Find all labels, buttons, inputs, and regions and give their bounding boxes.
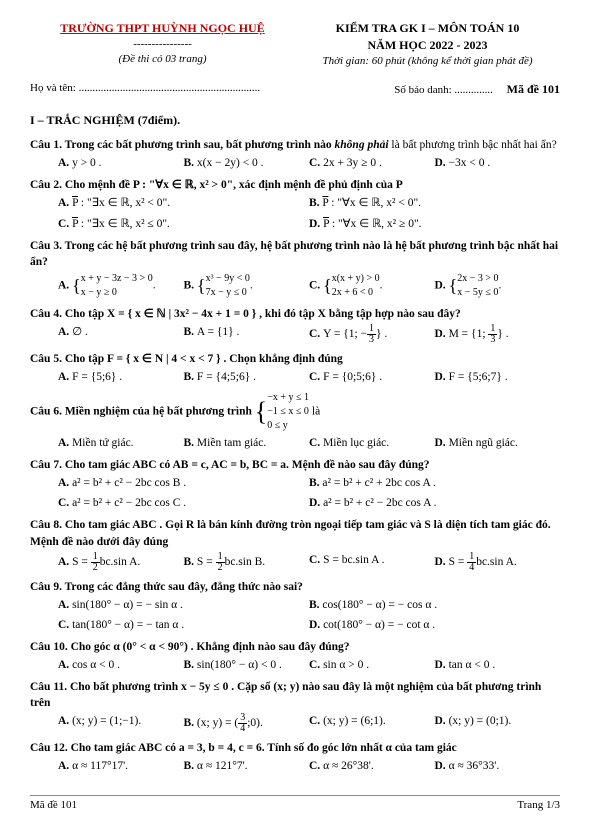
q3-c: C. {x(x + y) > 02x + 6 < 0. [309,272,435,300]
q11-d: D. (x; y) = (0;1). [435,713,561,734]
q10-d: D. tan α < 0 . [435,657,561,673]
q1-c: C. 2x + 3y ≥ 0 . [309,155,435,171]
q7-opts-row2: C. a² = b² + c² − 2bc cos C . D. a² = b²… [58,495,560,511]
q10-b: B. sin(180° − α) < 0 . [184,657,310,673]
header-right: KIỂM TRA GK I – MÔN TOÁN 10 NĂM HỌC 2022… [295,20,560,69]
q4-opts: A. ∅ . B. A = {1} . C. Y = {1; −13} . D.… [58,324,560,345]
q9-opts-row2: C. tan(180° − α) = − tan α . D. cot(180°… [58,617,560,633]
q6-d: D. Miền ngũ giác. [435,435,561,451]
q1-text2: là bất phương trình bậc nhất hai ẩn? [389,139,557,151]
q5-opts: A. F = {5;6} . B. F = {4;5;6} . C. F = {… [58,369,560,385]
q6-a: A. Miền tứ giác. [58,435,184,451]
question-10: Câu 10. Cho góc α (0° < α < 90°) . Khẳng… [30,639,560,655]
question-1: Câu 1. Trong các bất phương trình sau, b… [30,137,560,153]
q1-d: D. −3x < 0 . [435,155,561,171]
q2-b: B. P : "∀x ∈ ℝ, x² < 0". [309,195,560,211]
q2-c: C. P : "∃x ∈ ℝ, x² ≤ 0". [58,216,309,232]
q2-a: A. P : "∃x ∈ ℝ, x² < 0". [58,195,309,211]
q8-opts: A. S = 12bc.sin A. B. S = 12bc.sin B. C.… [58,552,560,573]
school-name: TRƯỜNG THPT HUỲNH NGỌC HUỆ [30,20,295,37]
q4-c: C. Y = {1; −13} . [309,324,435,345]
q1-b: B. x(x − 2y) < 0 . [184,155,310,171]
made: Mã đề 101 [507,82,560,96]
q7-a: A. a² = b² + c² − 2bc cos B . [58,475,309,491]
q1-opts: A. y > 0 . B. x(x − 2y) < 0 . C. 2x + 3y… [58,155,560,171]
q7-d: D. a² = b² + c² − 2bc cos A . [309,495,560,511]
q5-b: B. F = {4;5;6} . [184,369,310,385]
q8-b: B. S = 12bc.sin B. [184,552,310,573]
sbd: Số báo danh: .............. [394,84,493,96]
q8-a: A. S = 12bc.sin A. [58,552,184,573]
question-12: Câu 12. Cho tam giác ABC có a = 3, b = 4… [30,740,560,756]
exam-code-box: Số báo danh: .............. Mã đề 101 [394,81,560,98]
q6-b: B. Miền tam giác. [184,435,310,451]
q3-d: D. {2x − 3 > 0x − 5y ≤ 0. [435,272,561,300]
q1-label: Câu 1. Trong các bất phương trình sau, b… [30,139,335,151]
question-7: Câu 7. Cho tam giác ABC có AB = c, AC = … [30,457,560,473]
footer-right: Trang 1/3 [517,798,560,813]
question-11: Câu 11. Cho bất phương trình x − 5y ≤ 0 … [30,679,560,711]
q10-a: A. cos α < 0 . [58,657,184,673]
q3-b: B. {x³ − 9y < 07x − y ≤ 0. [184,272,310,300]
q12-b: B. α ≈ 121°7'. [184,758,310,774]
q9-opts-row1: A. sin(180° − α) = − sin α . B. cos(180°… [58,597,560,613]
q1-a: A. y > 0 . [58,155,184,171]
question-8: Câu 8. Cho tam giác ABC . Gọi R là bán k… [30,517,560,549]
q11-c: C. (x; y) = (6;1). [309,713,435,734]
q12-d: D. α ≈ 36°33'. [435,758,561,774]
q9-d: D. cot(180° − α) = − cot α . [309,617,560,633]
q3-opts: A. {x + y − 3z − 3 > 0x − y ≥ 0. B. {x³ … [58,272,560,300]
student-name: Họ và tên: .............................… [30,81,394,98]
q8-c: C. S = bc.sin A . [309,552,435,573]
q6-opts: A. Miền tứ giác. B. Miền tam giác. C. Mi… [58,435,560,451]
question-2: Câu 2. Cho mệnh đề P : "∀x ∈ ℝ, x² > 0",… [30,177,560,193]
q11-b: B. (x; y) = (34;0). [184,713,310,734]
question-5: Câu 5. Cho tập F = { x ∈ N | 4 < x < 7 }… [30,351,560,367]
q7-c: C. a² = b² + c² − 2bc cos C . [58,495,309,511]
q4-a: A. ∅ . [58,324,184,345]
q9-a: A. sin(180° − α) = − sin α . [58,597,309,613]
header: TRƯỜNG THPT HUỲNH NGỌC HUỆ -------------… [30,20,560,69]
q10-opts: A. cos α < 0 . B. sin(180° − α) < 0 . C.… [58,657,560,673]
q8-d: D. S = 14bc.sin A. [435,552,561,573]
pages-note: (Đề thi có 03 trang) [30,52,295,67]
q2-opts-row1: A. P : "∃x ∈ ℝ, x² < 0". B. P : "∀x ∈ ℝ,… [58,195,560,211]
q10-c: C. sin α > 0 . [309,657,435,673]
footer: Mã đề 101 Trang 1/3 [30,795,560,813]
q11-opts: A. (x; y) = (1;−1). B. (x; y) = (34;0). … [58,713,560,734]
q5-c: C. F = {0;5;6} . [309,369,435,385]
q3-a: A. {x + y − 3z − 3 > 0x − y ≥ 0. [58,272,184,300]
q7-opts-row1: A. a² = b² + c² − 2bc cos B . B. a² = b²… [58,475,560,491]
q4-d: D. M = {1; 13} . [435,324,561,345]
q5-a: A. F = {5;6} . [58,369,184,385]
q6-c: C. Miền lục giác. [309,435,435,451]
q12-opts: A. α ≈ 117°17'. B. α ≈ 121°7'. C. α ≈ 26… [58,758,560,774]
q7-b: B. a² = b² + c² + 2bc cos A . [309,475,560,491]
question-4: Câu 4. Cho tập X = { x ∈ ℕ | 3x² − 4x + … [30,306,560,322]
q11-a: A. (x; y) = (1;−1). [58,713,184,734]
question-6: Câu 6. Miền nghiệm của hệ bất phương trì… [30,391,560,433]
question-9: Câu 9. Trong các đẳng thức sau đây, đẳng… [30,579,560,595]
header-left: TRƯỜNG THPT HUỲNH NGỌC HUỆ -------------… [30,20,295,69]
q2-opts-row2: C. P : "∃x ∈ ℝ, x² ≤ 0". D. P : "∀x ∈ ℝ,… [58,216,560,232]
q9-b: B. cos(180° − α) = − cos α . [309,597,560,613]
exam-time: Thời gian: 60 phút (không kể thời gian p… [295,54,560,69]
name-row: Họ và tên: .............................… [30,81,560,98]
question-3: Câu 3. Trong các hệ bất phương trình sau… [30,238,560,270]
section-1-title: I – TRẮC NGHIỆM (7điểm). [30,112,560,129]
dashes: ---------------- [30,37,295,52]
q12-c: C. α ≈ 26°38'. [309,758,435,774]
q9-c: C. tan(180° − α) = − tan α . [58,617,309,633]
footer-left: Mã đề 101 [30,798,77,813]
q12-a: A. α ≈ 117°17'. [58,758,184,774]
q5-d: D. F = {5;6;7} . [435,369,561,385]
q2-d: D. P : "∀x ∈ ℝ, x² ≥ 0". [309,216,560,232]
exam-title: KIỂM TRA GK I – MÔN TOÁN 10 [295,20,560,37]
exam-year: NĂM HỌC 2022 - 2023 [295,37,560,54]
q1-ital: không phải [335,139,389,151]
q4-b: B. A = {1} . [184,324,310,345]
